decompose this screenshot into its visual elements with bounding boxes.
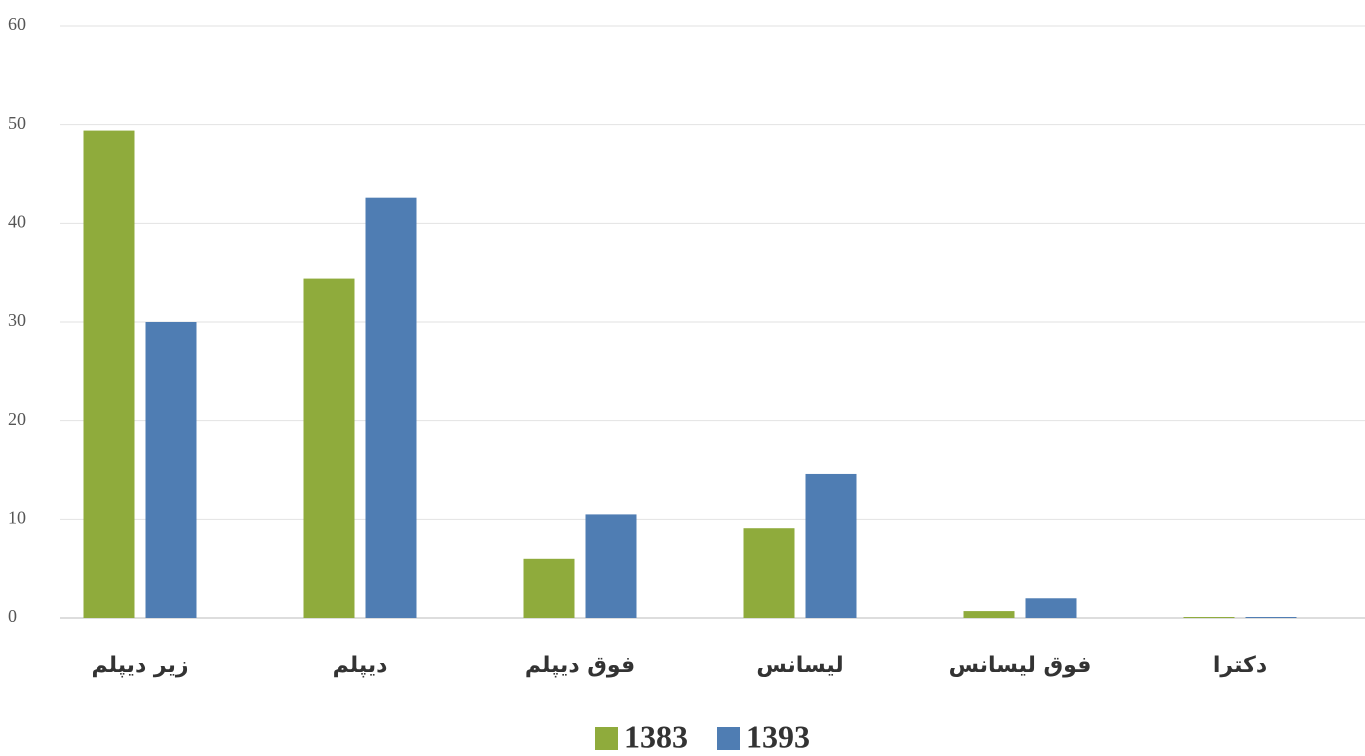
x-tick-label: فوق دیپلم (525, 653, 635, 678)
bar (1025, 598, 1077, 618)
bar (145, 322, 197, 618)
bar (83, 130, 135, 618)
x-tick-label: زیر دیپلم (91, 653, 188, 678)
x-tick-label: لیسانس (756, 653, 843, 678)
y-tick-label: 10 (8, 507, 26, 527)
y-tick-label: 30 (8, 310, 26, 330)
legend-swatch (595, 727, 618, 750)
y-tick-label: 50 (8, 113, 26, 133)
y-tick-label: 0 (8, 606, 17, 626)
x-tick-label: دکترا (1213, 653, 1267, 678)
y-tick-label: 20 (8, 409, 26, 429)
bar (585, 514, 637, 618)
bar (365, 197, 417, 618)
bar (1183, 617, 1235, 618)
bar (303, 278, 355, 618)
bar (963, 611, 1015, 618)
bar (805, 473, 857, 618)
y-tick-label: 40 (8, 211, 26, 231)
y-tick-label: 60 (8, 14, 26, 34)
bar (523, 558, 575, 618)
x-tick-label: فوق لیسانس (949, 653, 1092, 678)
bar (743, 528, 795, 618)
legend-label: 1393 (746, 718, 810, 752)
bar (1245, 617, 1297, 618)
x-tick-label: دیپلم (333, 653, 388, 678)
legend-label: 1383 (624, 718, 688, 752)
legend-swatch (717, 727, 740, 750)
